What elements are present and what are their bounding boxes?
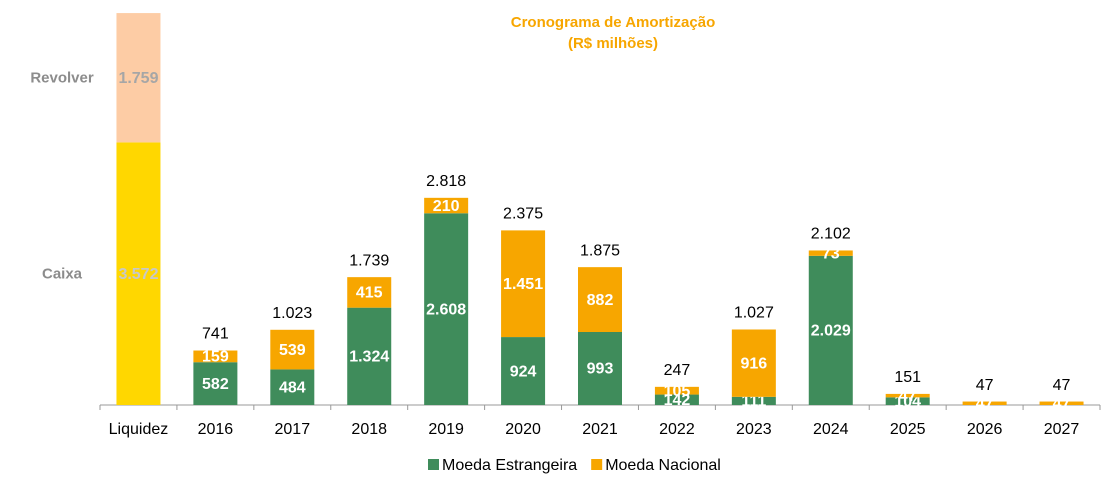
x-tick-label: 2027	[1044, 421, 1080, 438]
x-tick-label: 2019	[428, 421, 464, 438]
data-label: 1.759	[118, 70, 158, 87]
total-label: 1.027	[734, 305, 774, 322]
bar-segment	[116, 142, 161, 405]
data-label: 105	[664, 383, 691, 400]
data-label: 47	[976, 395, 994, 412]
chart-subtitle: (R$ milhões)	[568, 35, 658, 52]
bar-segment	[347, 307, 392, 405]
data-label: 3.572	[118, 266, 158, 283]
legend-label: Moeda Estrangeira	[442, 457, 577, 474]
total-label: 2.102	[811, 226, 851, 243]
bar-segment	[654, 394, 699, 405]
data-label: 484	[279, 379, 306, 396]
x-tick-label: 2022	[659, 421, 695, 438]
bar-segment	[962, 401, 1007, 405]
chart-title: Cronograma de Amortização	[511, 14, 716, 31]
data-label: 2.029	[811, 323, 851, 340]
x-tick-label: 2025	[890, 421, 926, 438]
data-label: 882	[587, 292, 614, 309]
x-tick-label: 2017	[275, 421, 311, 438]
data-label: 582	[202, 376, 229, 393]
x-tick-label: 2018	[351, 421, 387, 438]
bar-segment	[424, 213, 469, 405]
data-label: 73	[822, 245, 840, 262]
data-label: 47	[899, 388, 917, 405]
bar-segment	[808, 255, 853, 405]
total-label: 1.875	[580, 242, 620, 259]
total-label: 47	[976, 377, 994, 394]
data-label: 1.324	[349, 349, 389, 366]
total-label: 151	[894, 369, 921, 386]
bar-segment	[347, 277, 392, 308]
bar-segment	[654, 386, 699, 395]
data-label: 104	[894, 393, 921, 410]
data-label: 47	[1053, 395, 1071, 412]
bar-segment	[731, 396, 776, 405]
total-label: 1.739	[349, 252, 389, 269]
bar-segment	[270, 329, 315, 370]
total-label: 2.375	[503, 206, 543, 223]
bar-segment	[501, 337, 546, 405]
x-tick-label: 2020	[505, 421, 541, 438]
total-label: 1.023	[272, 305, 312, 322]
bar-segment	[116, 13, 161, 143]
bar-segment	[193, 350, 238, 363]
legend-label: Moeda Nacional	[605, 457, 721, 474]
x-tick-label: 2026	[967, 421, 1003, 438]
total-label: 47	[1053, 377, 1071, 394]
bar-segment	[501, 230, 546, 338]
legend-swatch	[428, 459, 439, 470]
legend-swatch	[591, 459, 603, 470]
x-tick-label: 2021	[582, 421, 618, 438]
data-label: 916	[740, 355, 767, 372]
segment-name: Revolver	[30, 70, 94, 87]
bar-segment	[885, 393, 930, 398]
bar-segment	[193, 362, 238, 405]
data-label: 993	[587, 361, 614, 378]
data-label: 2.608	[426, 301, 466, 318]
bar-segment	[270, 369, 315, 405]
bar-segment	[578, 331, 622, 405]
data-label: 142	[664, 392, 691, 409]
bar-segment	[424, 197, 469, 214]
bar-segment	[885, 397, 930, 405]
data-label: 210	[433, 198, 460, 215]
x-tick-label: 2024	[813, 421, 849, 438]
x-tick-label: 2023	[736, 421, 772, 438]
segment-name: Caixa	[42, 266, 83, 283]
total-label: 2.818	[426, 173, 466, 190]
data-label: 1.451	[503, 276, 543, 293]
bar-segment	[808, 250, 853, 256]
x-tick-label: Liquidez	[109, 421, 169, 438]
bar-segment	[1039, 401, 1084, 405]
total-label: 741	[202, 326, 229, 343]
bar-segment	[731, 329, 776, 397]
data-label: 924	[510, 363, 537, 380]
data-label: 159	[202, 349, 229, 366]
data-label: 539	[279, 342, 306, 359]
data-label: 415	[356, 285, 383, 302]
total-label: 247	[664, 362, 691, 379]
x-tick-label: 2016	[198, 421, 234, 438]
bar-segment	[578, 267, 622, 332]
data-label: 111	[741, 393, 766, 410]
